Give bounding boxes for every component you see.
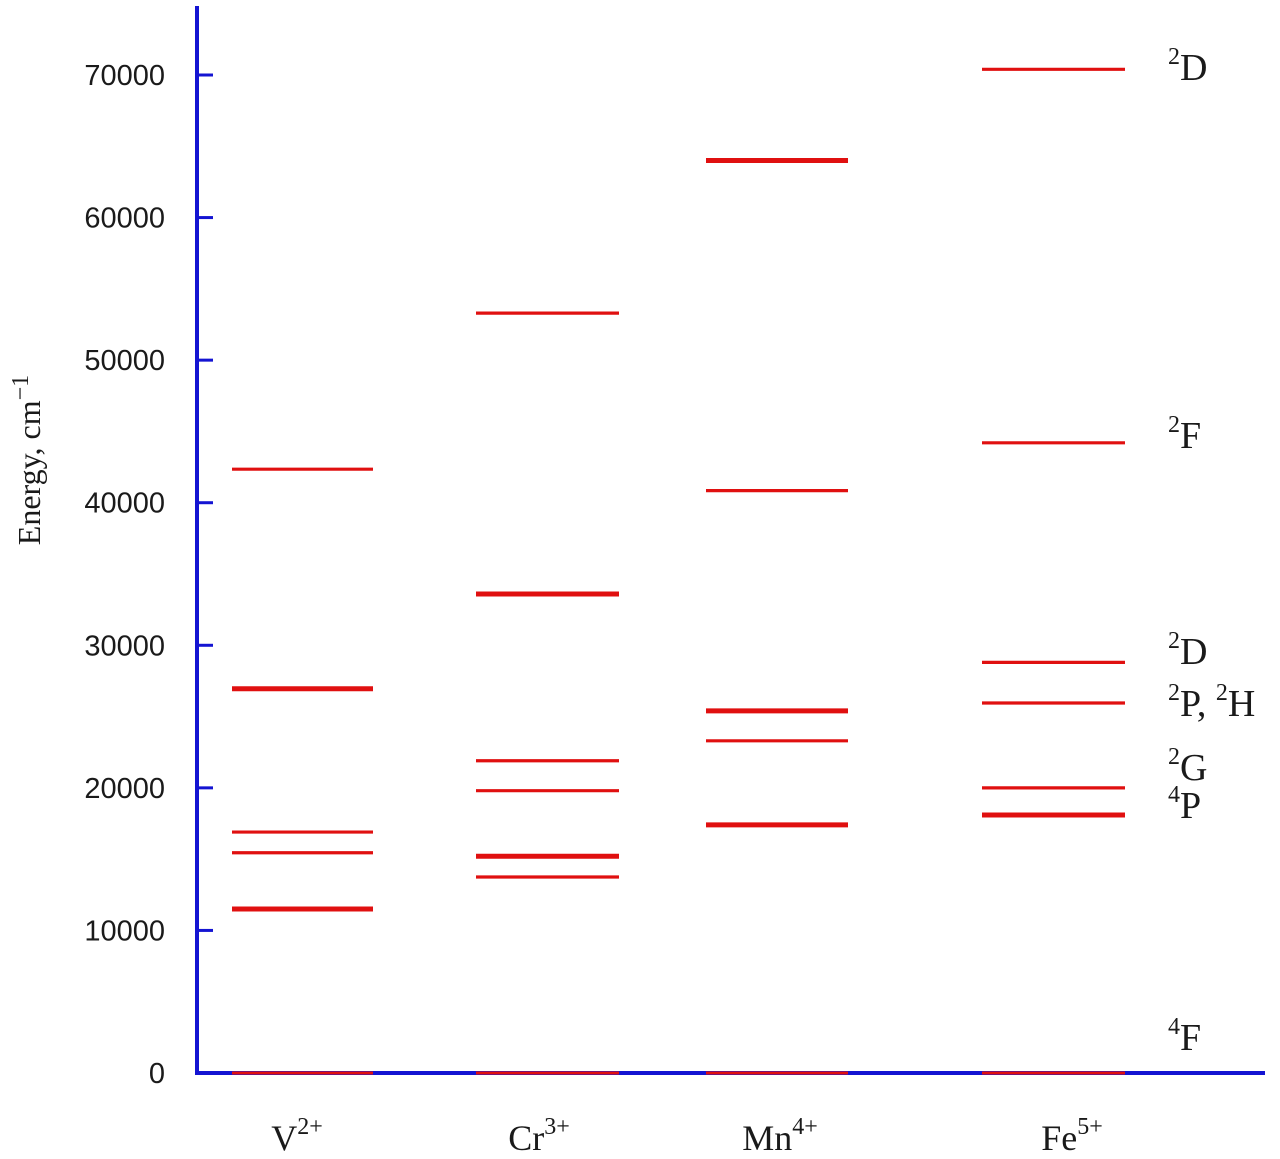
term-label: 2P, 2H <box>1168 680 1255 725</box>
y-tick-label: 0 <box>149 1058 165 1090</box>
term-label: 2G <box>1168 744 1207 789</box>
ion-label: Cr3+ <box>508 1114 570 1158</box>
term-label: 2D <box>1168 44 1207 89</box>
y-axis-title: Energy, cm−1 <box>8 375 47 545</box>
term-label: 2D <box>1168 628 1207 673</box>
term-label: 4F <box>1168 1014 1201 1059</box>
y-ticks: 0 10000 20000 30000 40000 50000 60000 70000 <box>84 60 213 1090</box>
ion-labels: V2+ Cr3+ Mn4+ Fe5+ <box>271 1114 1103 1158</box>
energy-levels <box>232 67 1125 912</box>
y-tick-label: 20000 <box>84 773 165 805</box>
ion-label: Mn4+ <box>742 1114 818 1158</box>
y-tick-label: 60000 <box>84 203 165 235</box>
axes <box>195 6 1265 1075</box>
y-tick-label: 40000 <box>84 488 165 520</box>
term-label: 4P <box>1168 782 1201 827</box>
y-tick-label: 30000 <box>84 630 165 662</box>
ion-label: V2+ <box>271 1114 323 1158</box>
ion-label: Fe5+ <box>1041 1114 1103 1158</box>
term-label: 2F <box>1168 412 1201 457</box>
y-tick-label: 10000 <box>84 915 165 947</box>
y-tick-label: 70000 <box>84 60 165 92</box>
y-tick-label: 50000 <box>84 345 165 377</box>
